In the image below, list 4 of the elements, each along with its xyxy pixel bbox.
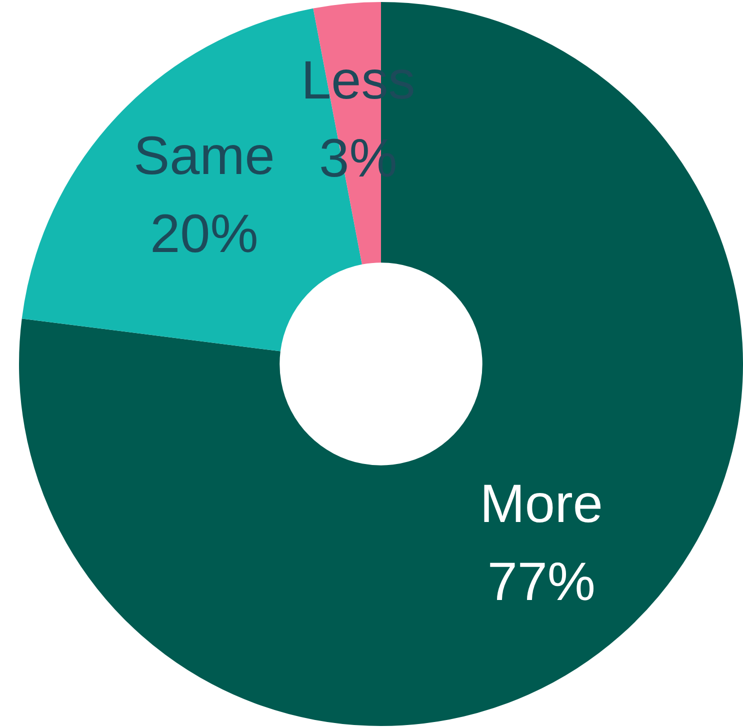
slice-label: Same — [134, 126, 275, 186]
data-label: 77% — [487, 552, 596, 612]
slice-label: More — [480, 474, 603, 534]
data-label: 20% — [150, 204, 258, 264]
